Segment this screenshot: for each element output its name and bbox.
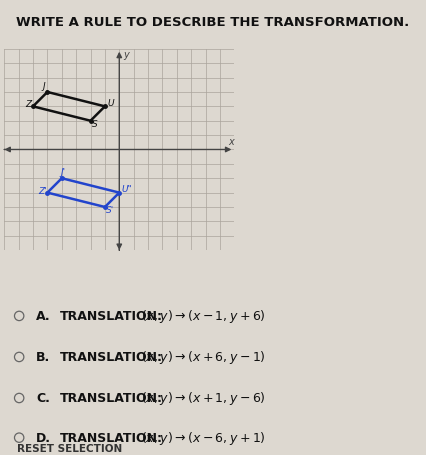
- Text: J': J': [60, 168, 66, 177]
- Text: RESET SELECTION: RESET SELECTION: [17, 443, 122, 453]
- Text: U": U": [121, 185, 132, 194]
- Text: $(x, y) \rightarrow (x + 6, y - 1)$: $(x, y) \rightarrow (x + 6, y - 1)$: [141, 349, 265, 366]
- Text: $(x, y) \rightarrow (x - 6, y + 1)$: $(x, y) \rightarrow (x - 6, y + 1)$: [141, 429, 265, 446]
- Text: D.: D.: [36, 431, 51, 444]
- Text: WRITE A RULE TO DESCRIBE THE TRANSFORMATION.: WRITE A RULE TO DESCRIBE THE TRANSFORMAT…: [16, 16, 410, 29]
- Text: Z: Z: [25, 99, 31, 108]
- Text: S: S: [92, 120, 98, 128]
- Text: TRANSLATION:: TRANSLATION:: [60, 392, 163, 404]
- Text: C.: C.: [36, 392, 50, 404]
- Text: TRANSLATION:: TRANSLATION:: [60, 431, 163, 444]
- Text: $(x, y) \rightarrow (x - 1, y + 6)$: $(x, y) \rightarrow (x - 1, y + 6)$: [141, 308, 265, 325]
- Text: S': S': [106, 206, 114, 215]
- Text: y: y: [123, 51, 129, 61]
- Text: U: U: [108, 99, 115, 108]
- Text: $(x, y) \rightarrow (x + 1, y - 6)$: $(x, y) \rightarrow (x + 1, y - 6)$: [141, 389, 265, 407]
- Text: x: x: [229, 136, 234, 147]
- Text: TRANSLATION:: TRANSLATION:: [60, 310, 163, 323]
- Text: Z': Z': [38, 186, 47, 195]
- Text: J: J: [42, 82, 45, 91]
- Text: TRANSLATION:: TRANSLATION:: [60, 351, 163, 364]
- Text: B.: B.: [36, 351, 50, 364]
- Text: A.: A.: [36, 310, 51, 323]
